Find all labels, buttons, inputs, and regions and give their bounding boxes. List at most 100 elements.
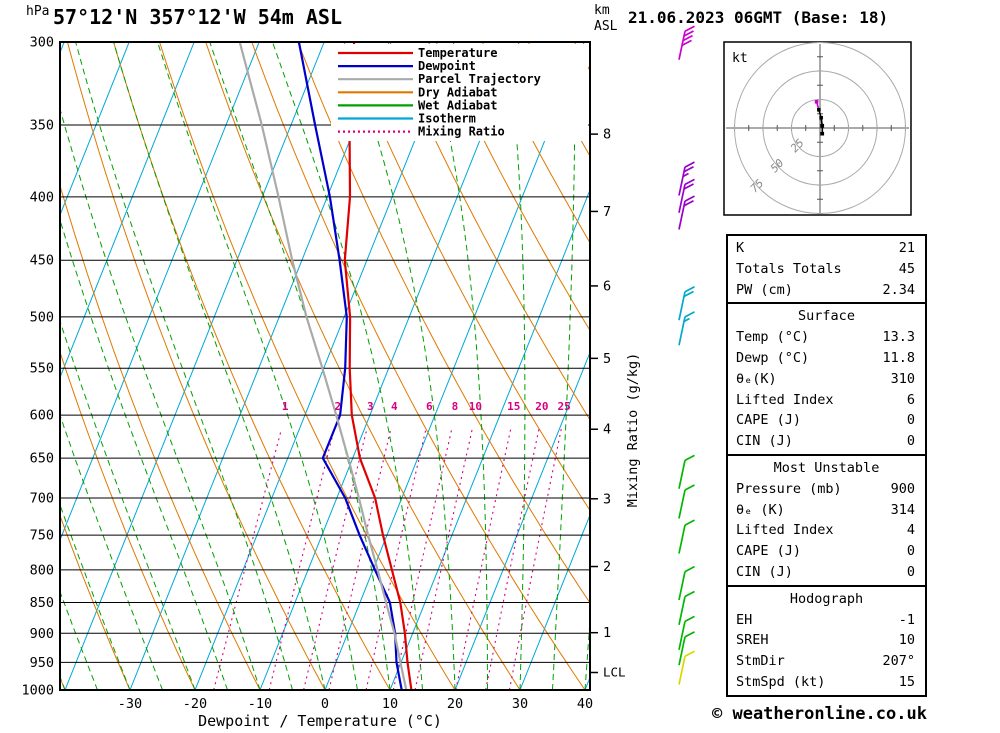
svg-text:-20: -20 — [183, 696, 207, 712]
table-row-value: 0 — [906, 563, 915, 580]
legend-item-wet-adiabat: Wet Adiabat — [338, 98, 497, 112]
table-row-value: 900 — [890, 480, 915, 497]
svg-text:-10: -10 — [248, 696, 272, 712]
svg-text:Temperature: Temperature — [418, 46, 497, 60]
svg-text:600: 600 — [30, 408, 54, 424]
table-row: Pressure (mb) 900 — [728, 479, 925, 500]
wind-barb — [678, 590, 695, 626]
mixing-ratio-labels: 1 2 3 4 6 8 10 15 20 25 — [282, 400, 571, 413]
svg-text:-30: -30 — [118, 696, 142, 712]
svg-text:5: 5 — [603, 351, 611, 367]
table-row-label: CIN (J) — [736, 433, 793, 450]
kt-label: kt — [732, 51, 748, 66]
legend-item-temperature: Temperature — [338, 46, 497, 60]
svg-text:15: 15 — [507, 400, 520, 413]
pressure-unit-label: hPa — [26, 4, 50, 19]
legend-item-dewpoint: Dewpoint — [338, 59, 476, 73]
svg-text:300: 300 — [30, 35, 54, 51]
table-row: Lifted Index 6 — [728, 390, 925, 411]
table-row-label: StmSpd (kt) — [736, 673, 826, 690]
table-section-header: Most Unstable — [773, 459, 880, 476]
svg-text:1000: 1000 — [21, 683, 54, 699]
table-row-label: θₑ(K) — [736, 370, 777, 387]
indices-table: K 21 Totals Totals 45 PW (cm) 2.34 Surface Temp… — [726, 234, 927, 697]
lcl-label: LCL — [603, 664, 626, 679]
wind-barb — [678, 286, 695, 321]
wind-barb — [678, 650, 695, 685]
svg-text:8: 8 — [603, 127, 611, 143]
svg-text:10: 10 — [469, 400, 482, 413]
sounding-curves — [238, 42, 413, 690]
table-row-label: EH — [736, 611, 753, 628]
table-row: Lifted Index 4 — [728, 520, 925, 541]
station-title: 57°12'N 357°12'W 54m ASL — [53, 5, 342, 29]
table-row-value: 0 — [906, 412, 915, 429]
table-row-value: -1 — [898, 611, 915, 628]
table-row-value: 11.8 — [882, 349, 915, 366]
table-row-label: K — [736, 240, 745, 256]
legend-item-parcel-trajectory: Parcel Trajectory — [338, 72, 541, 86]
temperature-axis-labels: -30 -20 -10 0 10 20 30 40 — [118, 696, 593, 712]
table-row: StmSpd (kt) 15 — [728, 672, 925, 693]
wind-barb — [678, 195, 695, 230]
svg-text:650: 650 — [30, 451, 54, 467]
km-axis: 8 7 6 5 4 3 2 1 LCL — [590, 127, 626, 679]
svg-text:700: 700 — [30, 491, 54, 507]
table-row-value: 0 — [906, 433, 915, 450]
svg-text:10: 10 — [382, 696, 398, 712]
table-row: θₑ (K) 314 — [728, 500, 925, 521]
table-row: Totals Totals 45 — [728, 259, 925, 280]
svg-text:Isotherm: Isotherm — [418, 112, 476, 126]
mixing-ratio-layer — [213, 429, 562, 690]
table-row-value: 2.34 — [882, 281, 915, 298]
table-row-label: CAPE (J) — [736, 543, 802, 560]
table-row: EH -1 — [728, 610, 925, 631]
table-row-value: 45 — [898, 260, 915, 277]
table-row: CAPE (J) 0 — [728, 541, 925, 562]
table-row-label: CAPE (J) — [736, 412, 802, 429]
pressure-axis-labels: 300 350 400 450 500 550 600 650 700 750 800 850 900 9… — [21, 35, 54, 699]
table-row: CIN (J) 0 — [728, 431, 925, 452]
table-row-value: 6 — [906, 391, 915, 408]
table-row-value: 13.3 — [882, 329, 915, 346]
table-section-surface: Surface Temp (°C) 13.3 Dewp (°C) 11.8 θₑ(K) 31… — [728, 302, 925, 454]
svg-text:750: 750 — [30, 528, 54, 544]
table-row: StmDir 207° — [728, 651, 925, 672]
svg-text:3: 3 — [367, 400, 374, 413]
table-section: K 21 Totals Totals 45 PW (cm) 2.34 — [728, 236, 925, 302]
table-row-label: θₑ (K) — [736, 501, 785, 518]
hodograph-trace — [814, 99, 825, 136]
copyright: © weatheronline.co.uk — [712, 704, 927, 724]
table-row-label: Lifted Index — [736, 522, 834, 539]
wind-barb — [678, 484, 695, 519]
wind-barb — [678, 631, 695, 666]
table-row-label: Lifted Index — [736, 391, 834, 408]
table-row: CIN (J) 0 — [728, 562, 925, 583]
table-row-label: SREH — [736, 632, 769, 649]
svg-text:3: 3 — [603, 491, 611, 507]
svg-text:0: 0 — [321, 696, 329, 712]
svg-text:900: 900 — [30, 626, 54, 642]
parcel-trajectory-curve — [238, 42, 408, 690]
svg-text:500: 500 — [30, 309, 54, 325]
table-row-label: Temp (°C) — [736, 329, 810, 346]
table-row-value: 314 — [890, 501, 915, 518]
legend-item-isotherm: Isotherm — [338, 112, 476, 126]
table-row: Temp (°C) 13.3 — [728, 327, 925, 348]
isotherms-layer — [60, 42, 590, 690]
altitude-unit-asl: ASL — [594, 19, 618, 34]
table-row: SREH 10 — [728, 630, 925, 651]
svg-text:Parcel Trajectory: Parcel Trajectory — [418, 72, 541, 86]
svg-text:450: 450 — [30, 253, 54, 269]
temperature-curve — [343, 42, 413, 690]
table-row-value: 10 — [898, 632, 915, 649]
table-section-header: Hodograph — [789, 590, 864, 607]
svg-text:Dewpoint: Dewpoint — [418, 59, 476, 73]
table-row-label: Pressure (mb) — [736, 480, 842, 497]
table-row: PW (cm) 2.34 — [728, 280, 925, 301]
wind-barb — [678, 565, 695, 601]
